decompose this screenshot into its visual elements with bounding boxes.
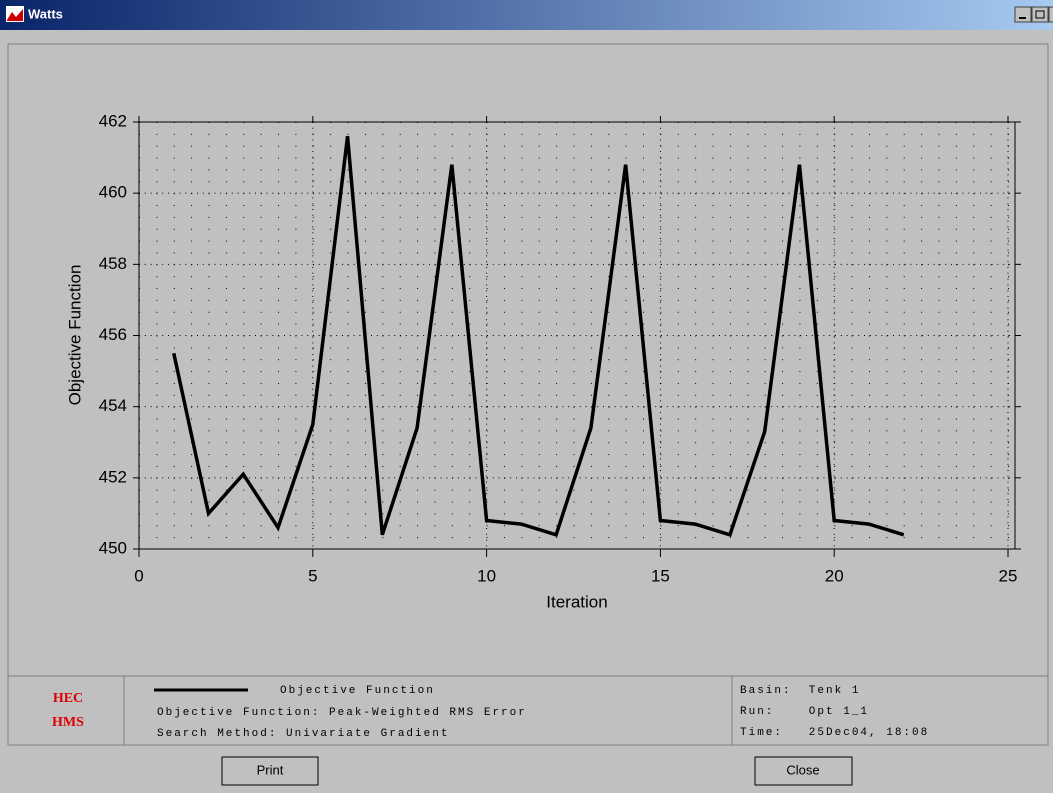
button-frame bbox=[221, 756, 319, 786]
y-tick-label: 458 bbox=[99, 254, 127, 273]
info-text: Time: 25Dec04, 18:08 bbox=[740, 727, 929, 739]
close-dialog-button[interactable]: Close bbox=[754, 756, 853, 786]
x-tick-label: 25 bbox=[999, 566, 1018, 585]
minimize-button[interactable] bbox=[1014, 6, 1032, 23]
y-axis-label: Objective Function bbox=[65, 265, 84, 406]
button-frame bbox=[754, 756, 853, 786]
legend-panel bbox=[7, 675, 1049, 746]
button-label: Close bbox=[786, 762, 819, 777]
window-controls[interactable] bbox=[1014, 6, 1053, 23]
legend-text: Search Method: Univariate Gradient bbox=[157, 728, 449, 740]
app-icon-shape bbox=[7, 9, 23, 21]
print-button[interactable]: Print bbox=[221, 756, 319, 786]
title-bar bbox=[0, 0, 1053, 30]
restore-icon bbox=[1035, 10, 1045, 19]
x-tick-label: 10 bbox=[477, 566, 496, 585]
restore-button[interactable] bbox=[1031, 6, 1049, 23]
x-axis-label: Iteration bbox=[546, 592, 607, 611]
x-tick-label: 15 bbox=[651, 566, 670, 585]
logo-text: HMS bbox=[52, 715, 84, 730]
close-button[interactable] bbox=[1048, 6, 1053, 23]
y-tick-label: 452 bbox=[99, 467, 127, 486]
y-tick-label: 456 bbox=[99, 325, 127, 344]
window-title: Watts bbox=[28, 6, 63, 21]
data-line bbox=[172, 136, 905, 537]
x-tick-label: 20 bbox=[825, 566, 844, 585]
x-tick-label: 5 bbox=[308, 566, 317, 585]
y-tick-label: 454 bbox=[99, 396, 127, 415]
x-tick-label: 0 bbox=[134, 566, 143, 585]
button-label: Print bbox=[257, 762, 284, 777]
plot-area bbox=[139, 122, 1015, 549]
info-text: Run: Opt 1_1 bbox=[740, 706, 869, 718]
legend-entry: Objective Function bbox=[280, 685, 435, 697]
legend-text: Objective Function: Peak-Weighted RMS Er… bbox=[157, 707, 527, 719]
y-tick-label: 450 bbox=[99, 538, 127, 557]
info-text: Basin: Tenk 1 bbox=[740, 685, 860, 697]
y-tick-label: 462 bbox=[99, 111, 127, 130]
logo-text: HEC bbox=[53, 691, 83, 706]
y-tick-label: 460 bbox=[99, 183, 127, 202]
